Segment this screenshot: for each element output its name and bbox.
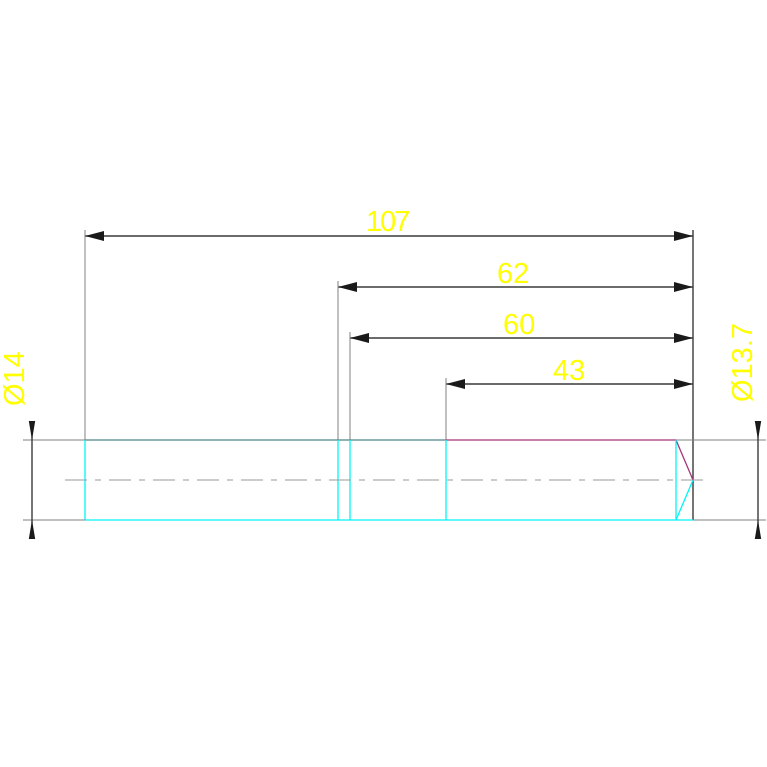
svg-text:62: 62 [497, 258, 529, 290]
svg-text:Ø13.7: Ø13.7 [727, 323, 759, 402]
svg-text:107: 107 [366, 206, 409, 238]
svg-text:60: 60 [503, 309, 535, 341]
svg-text:Ø14: Ø14 [0, 351, 31, 406]
svg-text:43: 43 [553, 355, 585, 387]
